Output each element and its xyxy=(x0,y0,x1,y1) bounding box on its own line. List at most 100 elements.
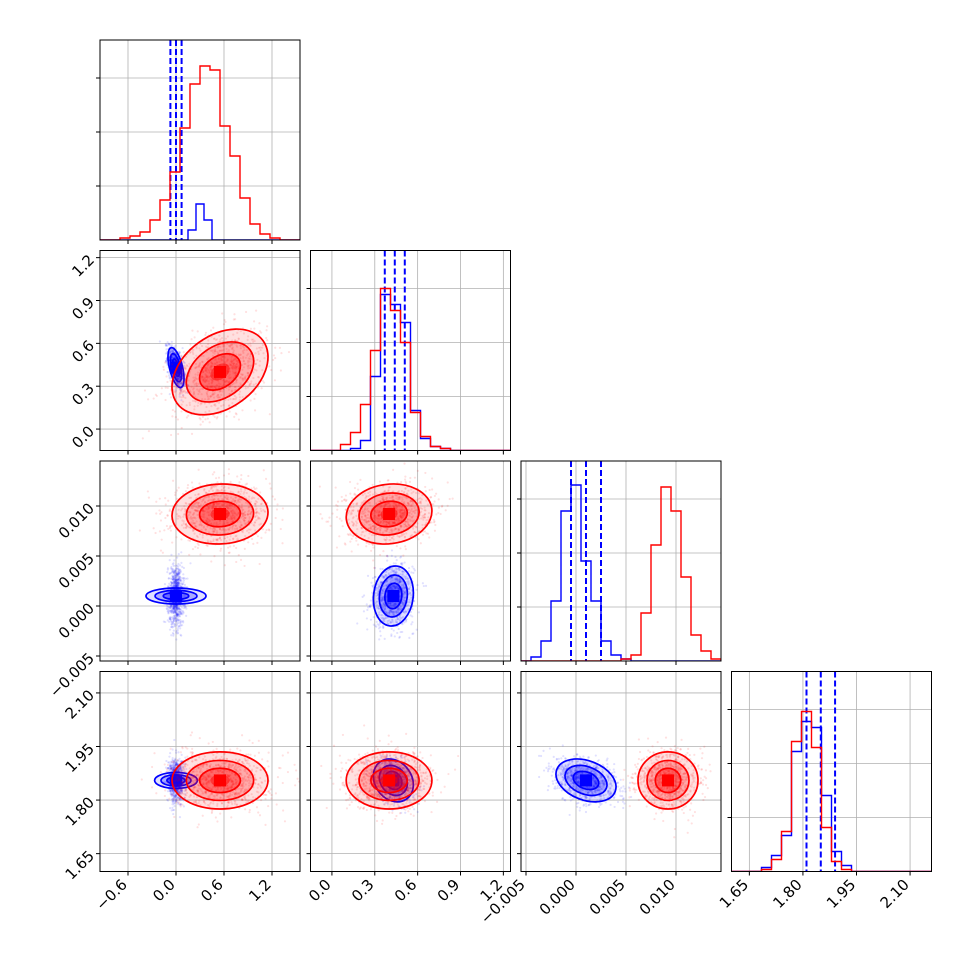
scatter-point xyxy=(198,347,201,350)
scatter-point xyxy=(190,518,193,521)
scatter-point xyxy=(177,568,181,571)
scatter-point xyxy=(172,582,176,585)
scatter-point xyxy=(235,359,238,362)
scatter-point xyxy=(178,568,181,571)
scatter-point xyxy=(168,342,171,345)
scatter-point xyxy=(242,359,245,362)
scatter-point xyxy=(175,536,178,539)
scatter-point xyxy=(209,527,212,530)
scatter-point xyxy=(176,612,180,615)
scatter-point xyxy=(171,350,174,354)
scatter-point xyxy=(207,339,210,342)
scatter-point xyxy=(170,625,174,628)
scatter-point xyxy=(215,395,218,398)
scatter-point xyxy=(219,378,223,381)
scatter-point xyxy=(206,398,210,401)
scatter-point xyxy=(197,401,200,404)
scatter-point xyxy=(169,529,172,532)
scatter-point xyxy=(237,500,240,503)
scatter-point xyxy=(173,616,176,619)
scatter-point xyxy=(221,355,224,358)
scatter-point xyxy=(174,609,177,612)
scatter-point xyxy=(183,364,186,367)
scatter-point xyxy=(213,350,216,353)
scatter-point xyxy=(175,360,178,363)
scatter-point xyxy=(199,506,202,509)
scatter-point xyxy=(255,511,258,514)
scatter-point xyxy=(178,572,181,575)
scatter-point xyxy=(177,581,180,584)
scatter-point xyxy=(152,397,155,400)
scatter-point xyxy=(244,310,248,314)
scatter-point xyxy=(210,382,214,385)
scatter-point xyxy=(175,581,178,585)
scatter-point xyxy=(274,346,277,349)
scatter-point xyxy=(211,392,214,396)
scatter-point xyxy=(200,393,203,396)
scatter-point xyxy=(179,382,183,385)
scatter-point xyxy=(220,488,223,491)
scatter-point xyxy=(198,388,201,391)
scatter-point xyxy=(217,476,221,479)
scatter-point xyxy=(176,582,179,585)
scatter-point xyxy=(401,623,404,626)
scatter-point xyxy=(213,358,216,361)
scatter-point xyxy=(253,368,256,371)
scatter-point xyxy=(185,416,188,419)
scatter-point xyxy=(201,360,204,363)
scatter-point xyxy=(193,508,197,512)
scatter-point xyxy=(221,312,224,315)
scatter-point xyxy=(269,487,272,490)
scatter-point xyxy=(232,318,235,321)
scatter-point xyxy=(362,594,366,597)
scatter-point xyxy=(171,616,174,619)
scatter-point xyxy=(216,338,219,341)
scatter-point xyxy=(186,365,189,368)
scatter-point xyxy=(172,581,175,584)
scatter-point xyxy=(176,604,179,607)
scatter-point xyxy=(258,330,262,333)
scatter-point xyxy=(392,629,395,632)
scatter-point xyxy=(195,525,198,528)
scatter-point xyxy=(175,584,178,588)
scatter-point xyxy=(229,376,233,379)
scatter-point xyxy=(199,342,202,345)
scatter-point xyxy=(268,365,271,368)
scatter-point xyxy=(176,377,180,381)
scatter-point xyxy=(175,612,178,615)
scatter-point xyxy=(177,581,181,584)
scatter-point xyxy=(229,367,232,370)
scatter-point xyxy=(226,528,230,531)
scatter-point xyxy=(171,578,175,582)
scatter-point xyxy=(228,551,231,554)
scatter-point xyxy=(174,605,177,608)
scatter-point xyxy=(182,579,186,582)
scatter-point xyxy=(235,366,238,370)
scatter-point xyxy=(168,351,172,354)
scatter-point xyxy=(234,373,237,377)
scatter-point xyxy=(214,362,217,366)
scatter-point xyxy=(172,620,175,623)
scatter-point xyxy=(227,370,230,373)
scatter-point xyxy=(174,580,177,583)
scatter-point xyxy=(174,564,177,567)
scatter-point xyxy=(172,607,175,610)
scatter-point xyxy=(202,526,205,529)
scatter-point xyxy=(216,407,219,410)
scatter-point xyxy=(204,373,207,376)
scatter-point xyxy=(194,400,197,403)
scatter-point xyxy=(175,606,178,609)
scatter-point xyxy=(365,617,368,620)
scatter-point xyxy=(162,368,165,371)
scatter-point xyxy=(170,363,174,366)
scatter-point xyxy=(218,502,221,505)
scatter-point xyxy=(176,580,179,583)
scatter-point xyxy=(241,512,244,515)
scatter-point xyxy=(218,341,222,344)
scatter-point xyxy=(250,487,253,490)
scatter-point xyxy=(249,512,252,515)
scatter-point xyxy=(206,505,209,508)
scatter-point xyxy=(173,604,176,607)
scatter-point xyxy=(197,365,200,368)
scatter-point xyxy=(166,370,169,374)
